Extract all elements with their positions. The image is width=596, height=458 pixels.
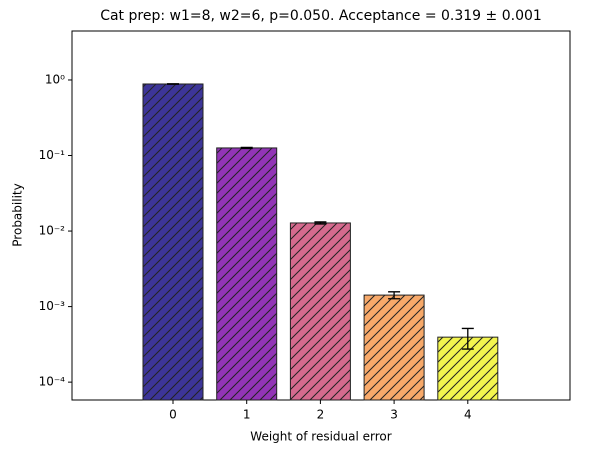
y-axis-label: Probability (11, 183, 25, 246)
chart-title: Cat prep: w1=8, w2=6, p=0.050. Acceptanc… (100, 8, 542, 24)
y-tick-label: 10⁰ (45, 72, 65, 86)
x-tick-label: 3 (390, 408, 398, 422)
bar-hatch (217, 148, 277, 400)
x-tick-label: 0 (169, 408, 177, 422)
bar-hatch (364, 295, 424, 400)
x-tick-label: 4 (464, 408, 472, 422)
y-tick-label: 10⁻³ (39, 299, 66, 313)
x-tick-label: 2 (317, 408, 325, 422)
y-tick-label: 10⁻¹ (39, 148, 66, 162)
bar-hatch (143, 84, 203, 400)
x-axis-label: Weight of residual error (250, 430, 391, 444)
y-tick-label: 10⁻⁴ (39, 375, 66, 389)
bar-hatch (290, 223, 350, 400)
y-tick-label: 10⁻² (39, 224, 66, 238)
x-tick-label: 1 (243, 408, 251, 422)
error-bar (241, 147, 253, 148)
